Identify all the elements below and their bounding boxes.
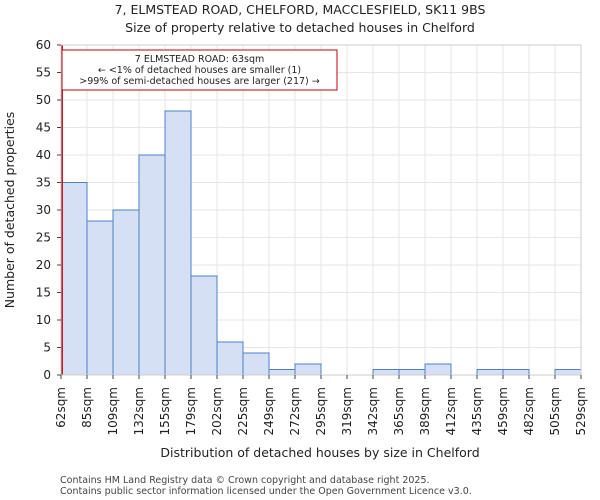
- y-tick-label-1: 5: [43, 341, 51, 355]
- x-tick-label-4: 155sqm: [158, 387, 172, 435]
- x-tick-label-16: 435sqm: [470, 387, 484, 435]
- x-tick-label-0: 62sqm: [54, 387, 68, 428]
- annotation-box: 7 ELMSTEAD ROAD: 63sqm ← <1% of detached…: [61, 49, 338, 91]
- x-tick-label-15: 412sqm: [444, 387, 458, 435]
- bar-8: [268, 369, 296, 376]
- bar-16: [476, 369, 504, 376]
- x-ticks: 62sqm 85sqm 109sqm 132sqm 155sqm 179sqm 202sqm…: [54, 375, 588, 435]
- x-tick-label-6: 202sqm: [210, 387, 224, 435]
- x-tick-label-1: 85sqm: [80, 387, 94, 428]
- annotation-line-3: >99% of semi-detached houses are larger …: [79, 76, 320, 87]
- bar-13: [398, 369, 426, 376]
- annotation-line-2: ← <1% of detached houses are smaller (1): [98, 65, 301, 76]
- chart-title: 7, ELMSTEAD ROAD, CHELFORD, MACCLESFIELD…: [115, 2, 486, 17]
- y-tick-label-4: 20: [36, 258, 51, 272]
- y-tick-label-7: 35: [36, 176, 51, 190]
- bar-0: [60, 182, 88, 376]
- footer-line-1: Contains HM Land Registry data © Crown c…: [60, 475, 430, 486]
- y-tick-label-9: 45: [36, 121, 51, 135]
- x-axis-label: Distribution of detached houses by size …: [160, 445, 479, 460]
- x-tick-label-20: 529sqm: [574, 387, 588, 435]
- y-tick-label-11: 55: [36, 66, 51, 80]
- x-tick-label-12: 342sqm: [366, 387, 380, 435]
- bar-12: [372, 369, 400, 376]
- bars: [60, 110, 582, 376]
- x-tick-label-17: 459sqm: [496, 387, 510, 435]
- y-tick-label-3: 15: [36, 286, 51, 300]
- y-tick-label-2: 10: [36, 313, 51, 327]
- x-tick-label-7: 225sqm: [236, 387, 250, 435]
- bar-7: [242, 352, 270, 376]
- y-tick-label-8: 40: [36, 148, 51, 162]
- bar-3: [138, 154, 166, 376]
- x-tick-label-9: 272sqm: [288, 387, 302, 435]
- y-tick-label-5: 25: [36, 231, 51, 245]
- bar-14: [424, 363, 452, 376]
- annotation-line-1: 7 ELMSTEAD ROAD: 63sqm: [135, 54, 265, 65]
- y-tick-label-12: 60: [36, 38, 51, 52]
- bar-1: [86, 220, 114, 376]
- y-ticks: 0 5 10 15 20 25 30 35 40 45 50 55 60: [36, 38, 61, 382]
- x-tick-label-8: 249sqm: [262, 387, 276, 435]
- bar-17: [502, 369, 530, 376]
- bar-5: [190, 275, 218, 376]
- x-tick-label-3: 132sqm: [132, 387, 146, 435]
- x-tick-label-11: 319sqm: [340, 387, 354, 435]
- y-tick-label-10: 50: [36, 93, 51, 107]
- bar-19: [554, 369, 582, 376]
- x-tick-label-19: 505sqm: [548, 387, 562, 435]
- bar-2: [112, 209, 140, 376]
- x-tick-label-14: 389sqm: [418, 387, 432, 435]
- footer-line-2: Contains public sector information licen…: [60, 486, 472, 497]
- x-tick-label-2: 109sqm: [106, 387, 120, 435]
- x-tick-label-18: 482sqm: [522, 387, 536, 435]
- bar-6: [216, 341, 244, 376]
- chart-subtitle: Size of property relative to detached ho…: [125, 20, 475, 35]
- y-tick-label-6: 30: [36, 203, 51, 217]
- x-tick-label-13: 365sqm: [392, 387, 406, 435]
- annotation-frame: [61, 49, 338, 91]
- x-tick-label-5: 179sqm: [184, 387, 198, 435]
- x-tick-label-10: 295sqm: [314, 387, 328, 435]
- bar-4: [164, 110, 192, 376]
- y-axis-label: Number of detached properties: [2, 112, 17, 309]
- y-tick-label-0: 0: [43, 368, 51, 382]
- bar-9: [294, 363, 322, 376]
